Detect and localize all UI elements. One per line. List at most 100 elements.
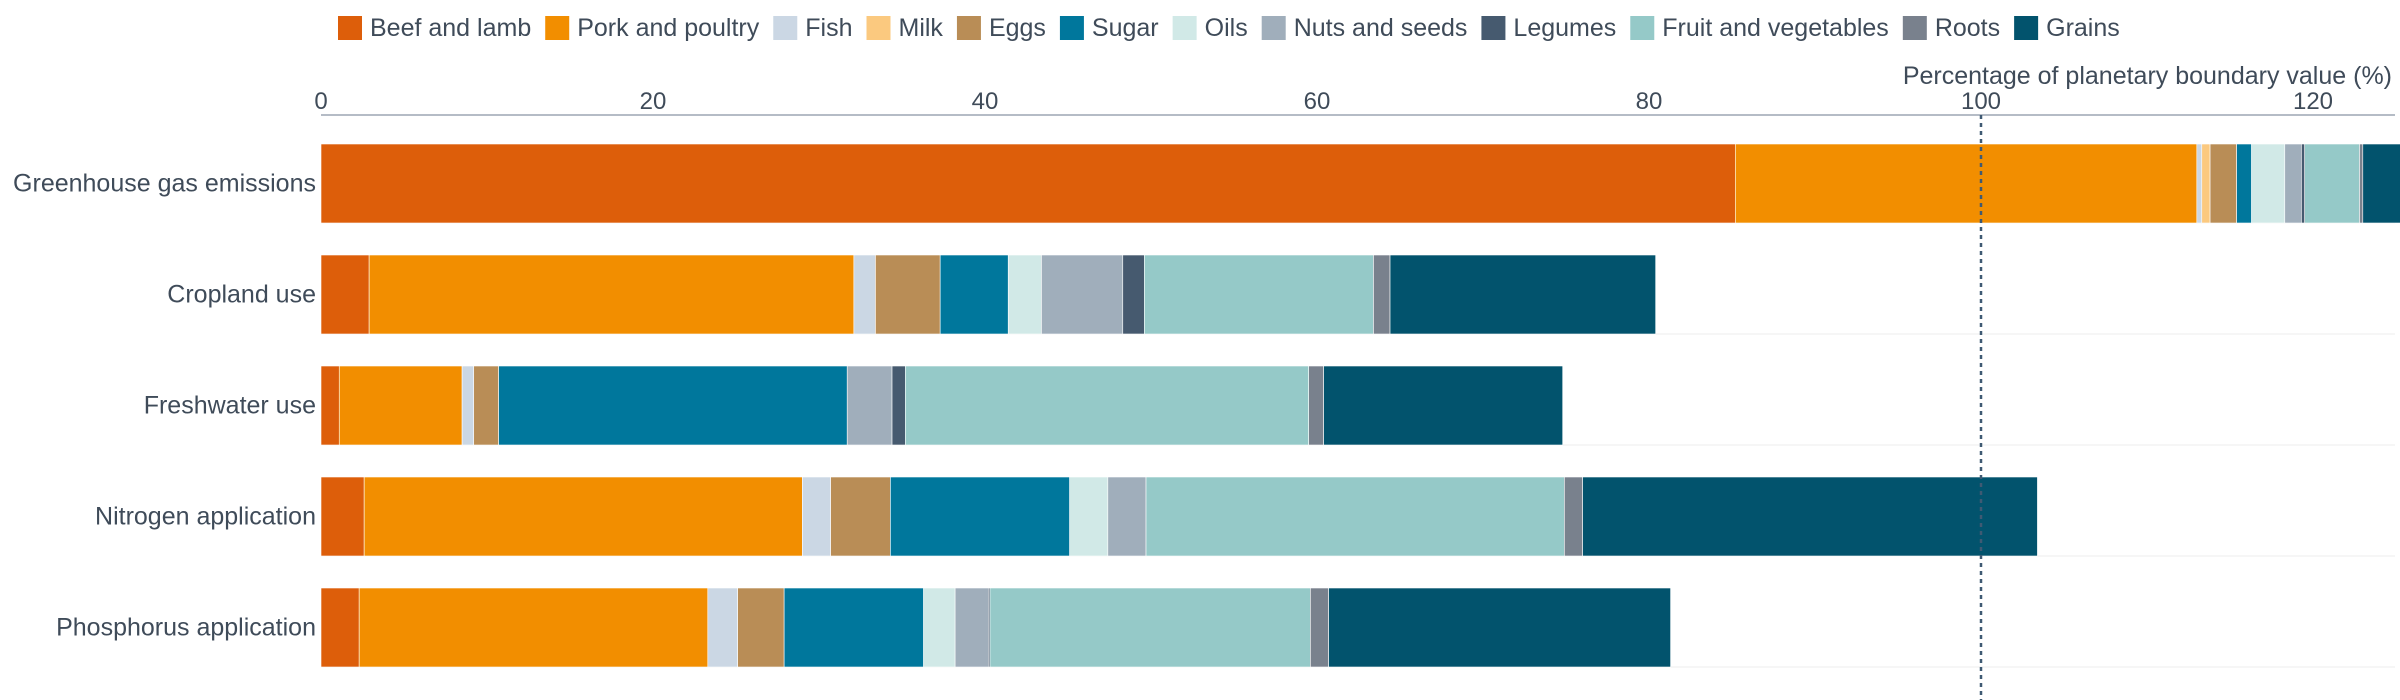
bar-segment-oils[interactable] — [923, 587, 956, 668]
legend-swatch-sugar — [1059, 16, 1084, 40]
bar-segment-fish[interactable] — [2196, 143, 2203, 224]
bar-segment-pork-and-poultry[interactable] — [368, 254, 855, 335]
bar-segment-beef-and-lamb[interactable] — [320, 143, 1736, 224]
bar-segment-legumes[interactable] — [1122, 254, 1145, 335]
legend-swatch-pork-and-poultry — [545, 16, 570, 40]
category-label-greenhouse-gas-emissions: Greenhouse gas emissions — [13, 170, 316, 198]
bar-segment-roots[interactable] — [1564, 476, 1583, 557]
category-label-phosphorus-application: Phosphorus application — [56, 614, 316, 642]
bar-segment-sugar[interactable] — [783, 587, 924, 668]
legend-item-legumes[interactable]: Legumes — [1481, 14, 1616, 42]
legend-swatch-nuts-and-seeds — [1261, 16, 1286, 40]
bar-segment-fish[interactable] — [461, 365, 475, 446]
bar-segment-fruit-and-vegetables[interactable] — [905, 365, 1310, 446]
legend-label-grains: Grains — [2046, 14, 2120, 42]
legend-item-oils[interactable]: Oils — [1172, 14, 1248, 42]
bar-segment-nuts-and-seeds[interactable] — [1041, 254, 1124, 335]
bar-segment-beef-and-lamb[interactable] — [320, 365, 340, 446]
bar-segment-fish[interactable] — [853, 254, 876, 335]
legend-swatch-fish — [773, 16, 798, 40]
bar-segment-eggs[interactable] — [737, 587, 785, 668]
x-tick-label: 80 — [1636, 88, 1663, 115]
legend-label-sugar: Sugar — [1092, 14, 1159, 42]
legend-label-fish: Fish — [805, 14, 852, 42]
bar-segment-nuts-and-seeds[interactable] — [1107, 476, 1147, 557]
legend-item-fruit-and-vegetables[interactable]: Fruit and vegetables — [1630, 14, 1889, 42]
x-tick-label: 100 — [1961, 88, 2001, 115]
bar-segment-nuts-and-seeds[interactable] — [954, 587, 989, 668]
bar-segment-sugar[interactable] — [498, 365, 848, 446]
bar-segment-eggs[interactable] — [473, 365, 499, 446]
bar-segment-grains[interactable] — [1323, 365, 1563, 446]
bar-segment-roots[interactable] — [1373, 254, 1391, 335]
bar-segment-fruit-and-vegetables[interactable] — [1145, 476, 1565, 557]
legend-swatch-beef-and-lamb — [338, 16, 362, 40]
legend-swatch-oils — [1172, 16, 1197, 40]
legend-item-fish[interactable]: Fish — [773, 14, 853, 42]
bar-segment-pork-and-poultry[interactable] — [338, 365, 463, 446]
legend-item-pork-and-poultry[interactable]: Pork and poultry — [545, 14, 760, 42]
bar-segment-legumes[interactable] — [2301, 143, 2305, 224]
bar-segment-legumes[interactable] — [891, 365, 906, 446]
bar-segment-nuts-and-seeds[interactable] — [846, 365, 893, 446]
bar-segment-beef-and-lamb[interactable] — [320, 587, 360, 668]
legend-label-roots: Roots — [1935, 14, 2000, 42]
legend-swatch-roots — [1902, 16, 1927, 40]
x-axis: Percentage of planetary boundary value (… — [314, 62, 2395, 116]
bar-segment-pork-and-poultry[interactable] — [358, 587, 709, 668]
bar-segment-sugar[interactable] — [2236, 143, 2252, 224]
bar-segment-grains[interactable] — [1389, 254, 1656, 335]
bar-segment-sugar[interactable] — [939, 254, 1009, 335]
bar-segment-grains[interactable] — [2362, 143, 2400, 224]
legend-item-nuts-and-seeds[interactable]: Nuts and seeds — [1261, 14, 1468, 42]
legend-item-grains[interactable]: Grains — [2014, 14, 2120, 42]
legend-label-eggs: Eggs — [989, 14, 1046, 42]
bar-segment-nuts-and-seeds[interactable] — [2284, 143, 2302, 224]
bar-segment-pork-and-poultry[interactable] — [363, 476, 803, 557]
bar-segment-fruit-and-vegetables[interactable] — [2304, 143, 2360, 224]
bar-segment-fish[interactable] — [802, 476, 831, 557]
x-tick-label: 40 — [972, 88, 999, 115]
bar-segment-fruit-and-vegetables[interactable] — [989, 587, 1311, 668]
bar-segment-pork-and-poultry[interactable] — [1735, 143, 2198, 224]
bar-segment-roots[interactable] — [1310, 587, 1329, 668]
bar-row-greenhouse-gas-emissions — [320, 143, 2400, 224]
bar-segment-fruit-and-vegetables[interactable] — [1144, 254, 1374, 335]
legend-item-roots[interactable]: Roots — [1902, 14, 2000, 42]
bar-segment-sugar[interactable] — [890, 476, 1070, 557]
category-label-nitrogen-application: Nitrogen application — [95, 503, 316, 531]
legend-label-legumes: Legumes — [1513, 14, 1616, 42]
bar-segment-fish[interactable] — [707, 587, 738, 668]
category-labels: Greenhouse gas emissions Cropland use Fres… — [13, 170, 316, 642]
legend: Beef and lamb Pork and poultry Fish Milk Egg… — [338, 14, 2120, 42]
legend-label-nuts-and-seeds: Nuts and seeds — [1294, 14, 1468, 42]
bar-segment-milk[interactable] — [2201, 143, 2211, 224]
legend-label-oils: Oils — [1205, 14, 1248, 42]
bar-segment-eggs[interactable] — [830, 476, 891, 557]
bar-segment-eggs[interactable] — [875, 254, 941, 335]
bar-segment-eggs[interactable] — [2209, 143, 2237, 224]
legend-item-milk[interactable]: Milk — [866, 14, 944, 42]
legend-item-eggs[interactable]: Eggs — [956, 14, 1046, 42]
bar-segment-oils[interactable] — [2251, 143, 2286, 224]
bar-segment-beef-and-lamb[interactable] — [320, 254, 370, 335]
bar-segment-roots[interactable] — [2359, 143, 2364, 224]
bar-row-phosphorus-application — [320, 587, 1671, 668]
bar-segment-beef-and-lamb[interactable] — [320, 476, 365, 557]
bar-row-nitrogen-application — [320, 476, 2038, 557]
category-label-cropland-use: Cropland use — [167, 281, 316, 309]
legend-label-pork-and-poultry: Pork and poultry — [577, 14, 760, 42]
legend-swatch-eggs — [956, 16, 981, 40]
bar-segment-oils[interactable] — [1069, 476, 1109, 557]
legend-label-beef-and-lamb: Beef and lamb — [370, 14, 531, 42]
bar-segment-roots[interactable] — [1308, 365, 1324, 446]
bar-segment-grains[interactable] — [1582, 476, 2038, 557]
bar-segment-oils[interactable] — [1007, 254, 1042, 335]
x-tick-label: 20 — [640, 88, 667, 115]
legend-item-sugar[interactable]: Sugar — [1059, 14, 1159, 42]
legend-item-beef-and-lamb[interactable]: Beef and lamb — [338, 14, 531, 42]
bar-segment-grains[interactable] — [1328, 587, 1671, 668]
x-tick-label: 60 — [1304, 88, 1331, 115]
x-tick-label: 120 — [2293, 88, 2333, 115]
